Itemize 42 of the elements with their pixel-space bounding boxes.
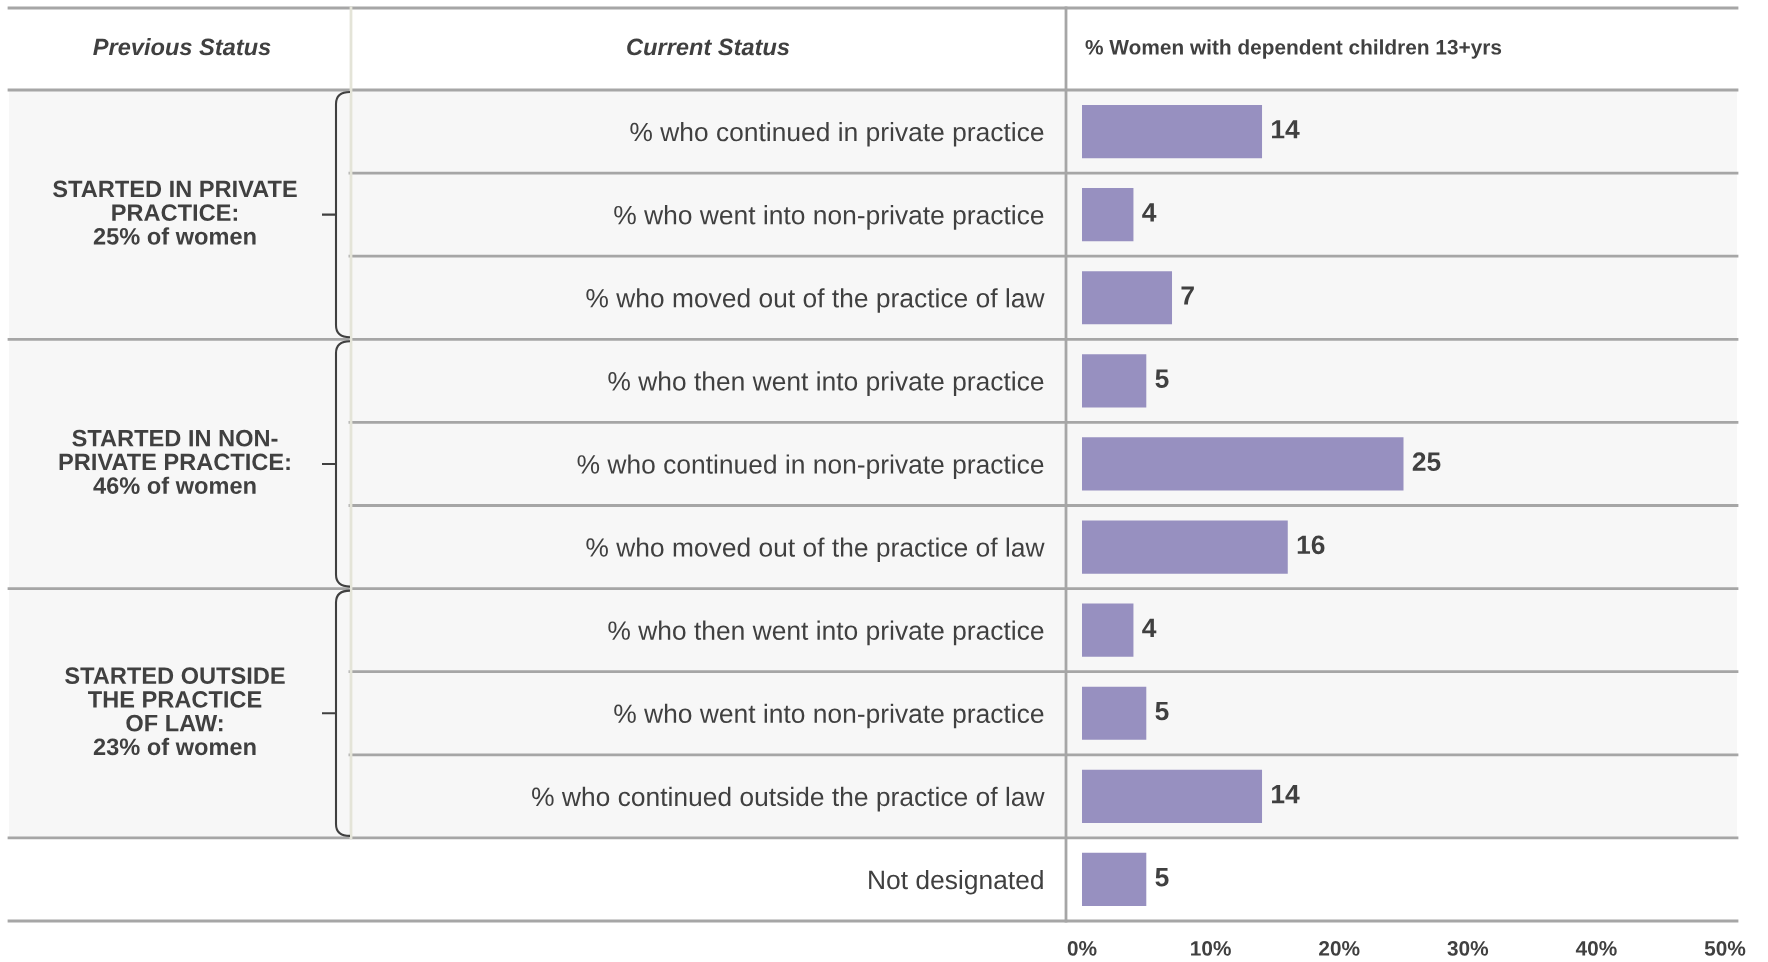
y-tick-label: % who continued in private practice [630,121,1044,147]
data-label: 5 [1155,701,1169,721]
text: Current Status [627,38,790,56]
bar [1082,354,1147,408]
y-tick-label: % who continued in non-private practice [577,454,1044,479]
chart-title: % Women with dependent children 13+yrs [1085,39,1502,59]
data-label: 4 [1142,203,1157,222]
text: STARTED IN NON- PRIVATE PRACTICE: 46% of women [59,429,290,495]
x-tick-label: 0% [1067,940,1097,956]
text: STARTED IN PRIVATE PRACTICE: 25% of women [53,180,297,245]
data-label: 4 [1142,618,1157,637]
data-label: 25 [1412,452,1441,472]
bar [1082,271,1173,325]
bar [1082,603,1134,657]
y-tick-label: % who then went into private practice [608,620,1044,646]
y-tick-label: % who moved out of the practice of law [586,537,1045,563]
text: STARTED OUTSIDE THE PRACTICE OF LAW: 23% of women [65,667,285,756]
bar [1082,520,1288,574]
data-label: 14 [1272,785,1300,804]
x-tick-label: 20% [1319,940,1360,956]
bar [1082,852,1147,907]
y-tick-label: Not designated [869,869,1043,895]
y-tick-label: % who continued outside the practice of law [532,786,1045,812]
y-tick-label: % who went into non-private practice [614,205,1044,230]
y-tick-label: % who moved out of the practice of law [586,288,1045,313]
y-tick-label: % who then went into private practice [608,371,1044,396]
data-label: 16 [1297,535,1325,555]
data-label: 7 [1181,286,1194,305]
y-tick-label: % who went into non-private practice [614,703,1044,729]
bar [1082,188,1134,242]
x-tick-label: 40% [1575,940,1617,956]
data-label: 5 [1155,369,1169,388]
bar [1082,769,1263,823]
data-label: 14 [1272,120,1300,139]
x-tick-label: 30% [1447,940,1489,956]
bar [1082,437,1404,491]
x-tick-label: 10% [1191,940,1231,956]
text: Previous Status [93,38,271,56]
data-label: 5 [1155,868,1169,887]
bar [1082,686,1147,740]
bar [1082,104,1263,159]
x-tick-label: 50% [1704,940,1746,956]
